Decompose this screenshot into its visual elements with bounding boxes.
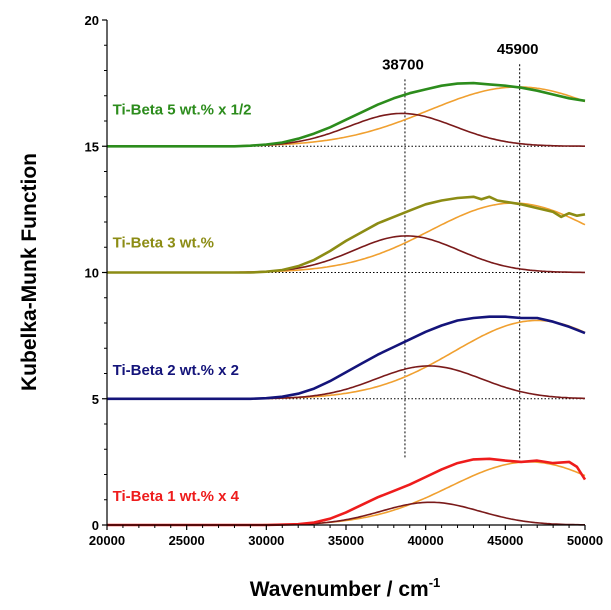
y-axis-label: Kubelka-Munk Function [18,153,41,391]
x-tick-label-50000: 50000 [567,533,603,548]
series-line-3 [107,81,586,148]
series-label-0: Ti-Beta 1 wt.% x 4 [113,488,240,505]
x-tick-label-25000: 25000 [169,533,205,548]
series-label-3: Ti-Beta 5 wt.% x 1/2 [113,102,252,119]
y-tick-label-5: 5 [92,392,99,407]
reference-label-45900: 45900 [497,41,539,58]
series-line-0 [107,457,587,527]
band-45900-curve-1 [107,319,586,400]
series-line-1 [107,315,586,401]
x-tick-label-20000: 20000 [89,533,125,548]
x-tick-label-45000: 45000 [487,533,523,548]
reference-label-38700: 38700 [382,56,424,73]
y-tick-label-10: 10 [85,266,99,281]
x-tick-label-35000: 35000 [328,533,364,548]
series-label-1: Ti-Beta 2 wt.% x 2 [113,362,239,379]
y-tick-label-0: 0 [92,518,99,533]
y-tick-label-15: 15 [85,139,99,154]
x-axis-label: Wavenumber / cm-1 [250,575,441,601]
series-line-2 [107,195,586,274]
plot-area: 38700 45900 Ti-Beta 1 wt.% x 4 Ti-Beta 2 wt… [85,13,604,548]
x-tick-label-40000: 40000 [408,533,444,548]
y-tick-label-20: 20 [85,13,99,28]
series-label-2: Ti-Beta 3 wt.% [113,234,214,251]
x-tick-label-30000: 30000 [248,533,284,548]
